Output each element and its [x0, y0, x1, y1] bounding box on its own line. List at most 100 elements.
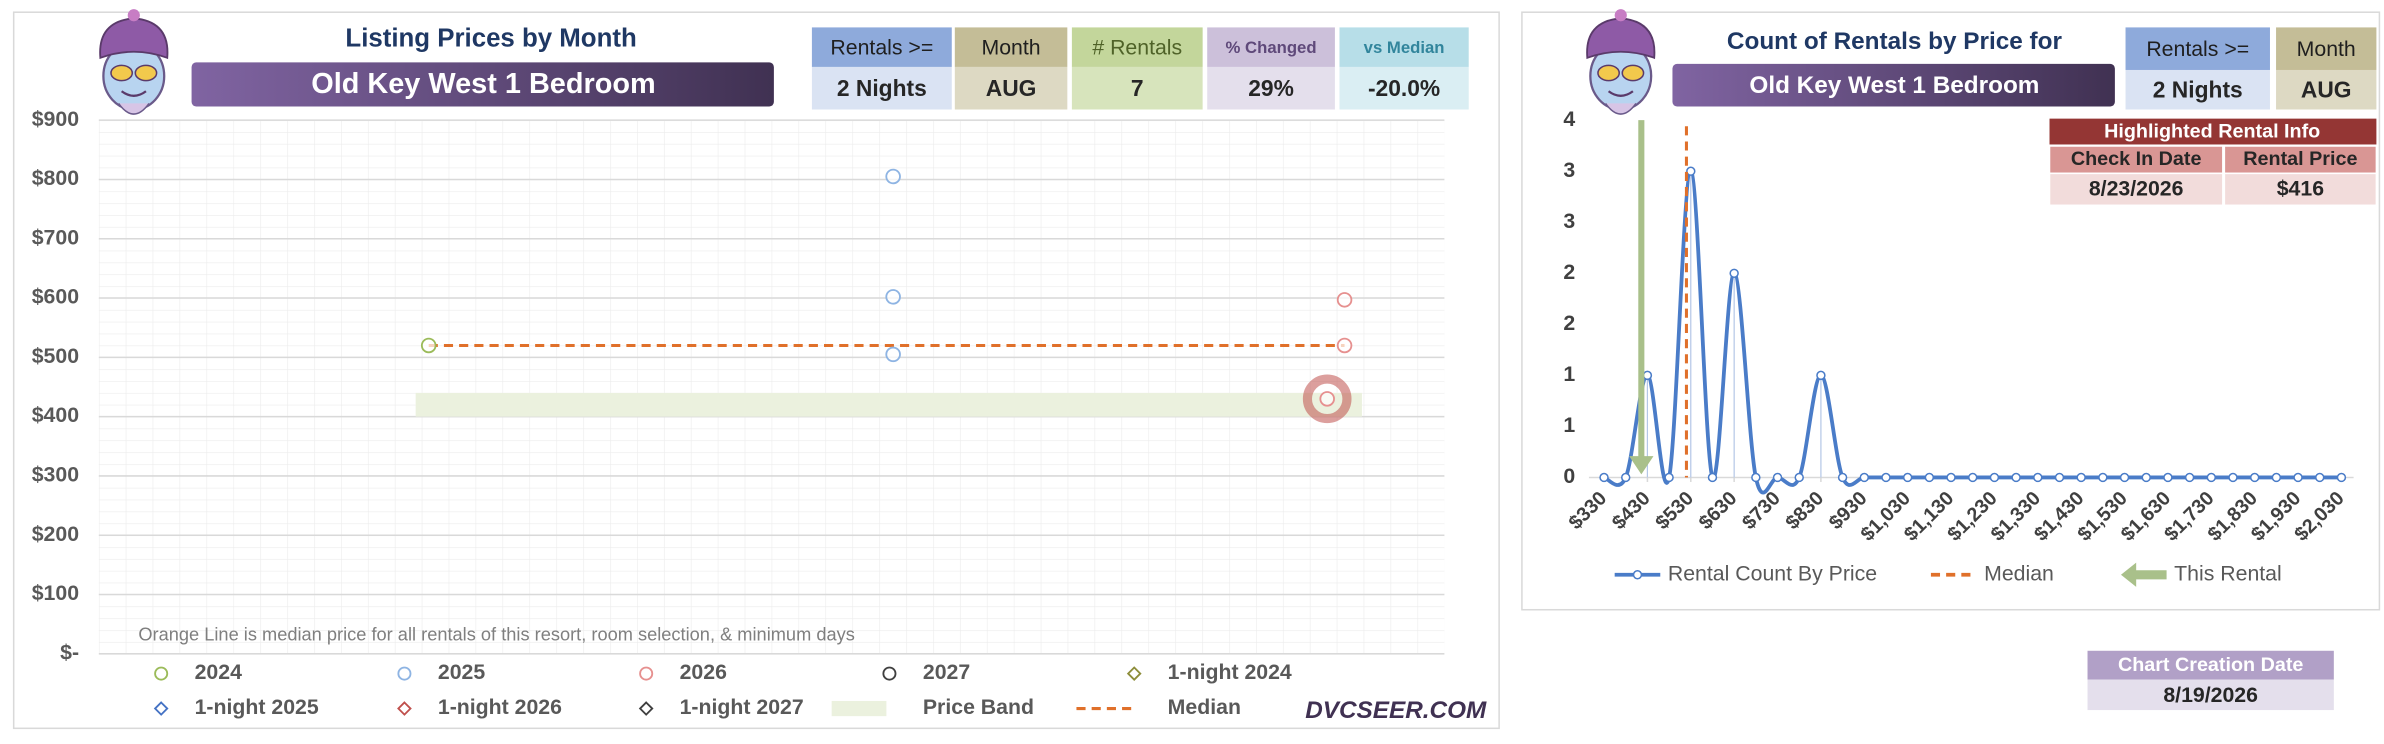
point — [2076, 472, 2086, 483]
legend-label: Price Band — [923, 695, 1034, 719]
point — [2293, 472, 2303, 483]
box-value — [1207, 66, 1335, 110]
x-tick-label: $830 — [1782, 487, 1829, 534]
y-tick-label: $800 — [32, 166, 79, 190]
box-header — [2125, 27, 2270, 70]
box-value-text: 2 Nights — [837, 75, 927, 101]
legend-swatch — [397, 701, 412, 716]
point — [2184, 472, 2195, 483]
box-value-text: 2 Nights — [2153, 76, 2243, 102]
legend-swatch — [1632, 570, 1643, 580]
chart-title: Listing Prices by Month — [345, 24, 636, 52]
box-value — [2276, 69, 2377, 110]
legend-swatch — [1126, 666, 1142, 681]
point — [2315, 472, 2325, 483]
y-tick-label: $600 — [32, 285, 79, 309]
y-tick-label: $700 — [32, 225, 79, 249]
y-tick-label: $400 — [32, 403, 79, 427]
y-tick-label: $900 — [32, 107, 79, 131]
creation-label: Chart Creation Date — [2118, 654, 2303, 676]
box-label: Month — [2297, 37, 2356, 61]
point — [1946, 472, 1956, 483]
table-title: Highlighted Rental Info — [2104, 121, 2320, 143]
point — [2119, 472, 2130, 483]
legend-label: 2027 — [923, 660, 970, 684]
box-label: # Rentals — [1092, 35, 1182, 59]
table-head: Rental Price — [2243, 148, 2357, 170]
x-tick-label: $730 — [1738, 487, 1785, 534]
box-value — [1071, 66, 1203, 110]
mascot — [1585, 8, 1656, 116]
legend-label: Rental Count By Price — [1668, 561, 1877, 585]
box-value — [2125, 69, 2270, 110]
legend-label: 2026 — [680, 660, 727, 684]
table-cell: $416 — [2277, 177, 2324, 201]
legend-swatch — [154, 666, 169, 681]
point — [1642, 370, 1653, 381]
creation-value: 8/19/2026 — [2163, 683, 2258, 707]
legend-label: 2025 — [438, 660, 485, 684]
legend-label: This Rental — [2174, 561, 2282, 585]
table-cell-bg — [2223, 172, 2378, 207]
y-tick-label: $300 — [32, 463, 79, 487]
box-value-text: 7 — [1131, 75, 1144, 101]
legend-label: Median — [1984, 561, 2054, 585]
point — [2033, 472, 2043, 483]
annotation: Orange Line is median price for all rent… — [138, 623, 855, 644]
legend-swatch — [639, 666, 654, 681]
point — [885, 289, 901, 305]
point — [885, 168, 901, 185]
table-cell: 8/23/2026 — [2089, 177, 2184, 201]
x-tick-label: $330 — [1565, 487, 1612, 534]
y-tick-label: 1 — [1563, 362, 1575, 386]
left-panel — [12, 11, 1500, 730]
box-header — [954, 27, 1068, 67]
point — [1881, 472, 1891, 483]
point — [2271, 472, 2282, 483]
watermark: DVCSEER.COM — [1305, 697, 1487, 724]
minor-grid — [98, 120, 1445, 654]
right-panel — [1521, 11, 2381, 611]
point — [1816, 370, 1826, 381]
x-tick-label: $630 — [1695, 487, 1742, 534]
y-tick-label: 4 — [1563, 107, 1575, 131]
box-value-text: 29% — [1248, 75, 1294, 101]
table-head-bg — [2048, 145, 2224, 175]
box-label: vs Median — [1364, 38, 1445, 57]
highlight-ring — [1302, 374, 1352, 424]
legend-label: Median — [1168, 695, 1241, 719]
price-band — [415, 392, 1362, 417]
y-tick-label: 2 — [1563, 260, 1575, 284]
point — [1599, 472, 1609, 483]
y-tick-label: 0 — [1563, 464, 1575, 488]
point — [420, 337, 437, 354]
point — [1859, 472, 1870, 483]
point — [1686, 166, 1696, 176]
legend-label: 1-night 2026 — [438, 695, 562, 719]
point — [2336, 472, 2347, 483]
box-value — [954, 66, 1068, 110]
point — [1989, 472, 2000, 483]
point — [2249, 472, 2260, 483]
table-title-bg — [2049, 118, 2377, 145]
y-tick-label: $500 — [32, 344, 79, 368]
box-header — [811, 27, 952, 67]
box-header — [1207, 27, 1335, 67]
point — [1772, 472, 1783, 483]
point — [1794, 472, 1804, 483]
point — [1664, 472, 1674, 483]
count-line — [1603, 169, 2342, 495]
point — [2098, 472, 2108, 483]
table-head: Check In Date — [2071, 148, 2202, 170]
legend-label: 1-night 2024 — [1168, 660, 1292, 684]
legend-swatch — [831, 700, 887, 717]
point — [2163, 472, 2173, 483]
creation-head-bg — [2087, 650, 2334, 680]
box-label: Rentals >= — [830, 35, 933, 59]
y-tick-label: 1 — [1563, 413, 1575, 437]
y-tick-label: $- — [60, 640, 79, 664]
point — [2206, 472, 2217, 483]
legend-label: 2024 — [195, 660, 242, 684]
point — [1336, 337, 1353, 354]
